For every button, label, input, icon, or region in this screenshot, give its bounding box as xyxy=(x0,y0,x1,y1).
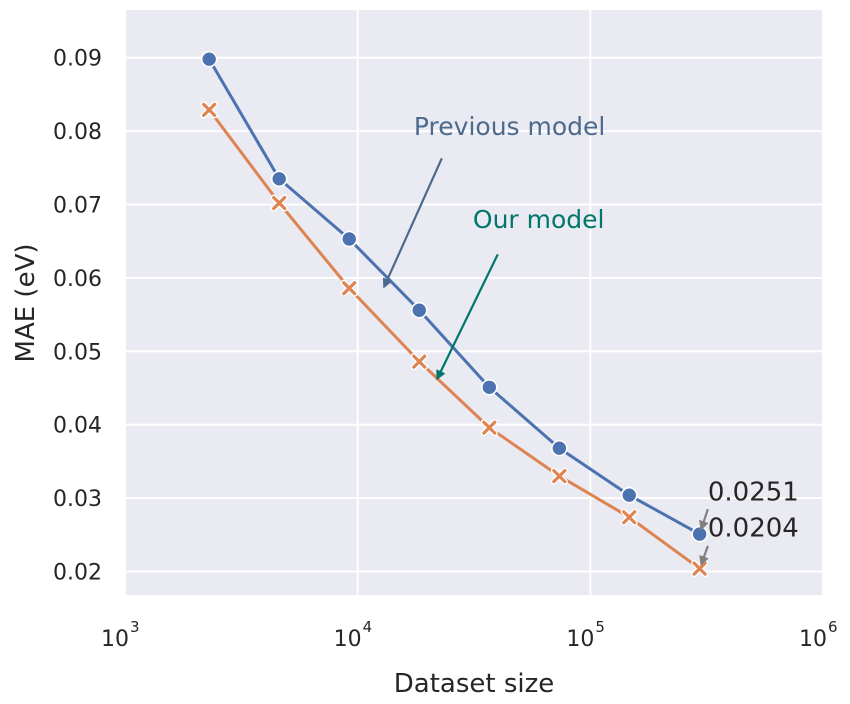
data-point xyxy=(270,170,288,188)
data-point xyxy=(342,281,357,296)
y-tick-label: 0.05 xyxy=(53,340,102,365)
data-point xyxy=(412,354,427,369)
series-annotation: Our model xyxy=(473,205,605,234)
series-annotation: Previous model xyxy=(414,112,605,141)
series-line-previous-model xyxy=(207,58,701,536)
x-tick-label: 10 5 xyxy=(566,618,605,652)
x-tick-base: 10 xyxy=(334,627,362,652)
y-tick-label: 0.03 xyxy=(53,487,102,512)
data-point xyxy=(622,510,637,525)
x-tick-labels: 10 3 10 4 10 5 10 6 xyxy=(101,618,838,652)
data-point xyxy=(551,439,568,457)
x-tick-exponent: 5 xyxy=(595,618,605,636)
y-tick-label: 0.02 xyxy=(53,561,102,586)
annotation-arrow xyxy=(699,508,709,531)
x-axis-label: Dataset size xyxy=(394,669,555,699)
y-tick-label: 0.06 xyxy=(53,267,102,292)
data-point xyxy=(202,102,217,117)
data-point xyxy=(482,420,497,435)
x-tick-label: 10 3 xyxy=(101,618,140,652)
y-tick-label: 0.04 xyxy=(53,414,102,439)
data-point xyxy=(272,195,287,211)
series-our-model xyxy=(200,101,709,578)
annotation-arrow xyxy=(436,253,499,381)
data-point xyxy=(620,486,638,504)
y-tick-label: 0.07 xyxy=(53,194,102,219)
data-point xyxy=(410,301,428,319)
x-tick-label: 10 6 xyxy=(799,618,838,652)
annotation-arrow xyxy=(699,545,709,567)
x-tick-label: 10 4 xyxy=(334,618,373,652)
annotation-arrow xyxy=(382,157,443,289)
y-tick-label: 0.08 xyxy=(53,120,102,145)
x-tick-exponent: 6 xyxy=(828,618,838,636)
y-axis-label: MAE (eV) xyxy=(11,244,41,363)
data-point xyxy=(200,50,218,68)
x-tick-exponent: 3 xyxy=(130,618,140,636)
data-point xyxy=(552,468,567,484)
x-tick-exponent: 4 xyxy=(363,618,373,636)
series-line-our-model xyxy=(208,108,701,570)
x-tick-base: 10 xyxy=(101,627,129,652)
grid-lines xyxy=(124,10,824,595)
data-point xyxy=(340,230,358,248)
value-label: 0.0204 xyxy=(708,513,799,543)
data-point xyxy=(691,525,708,543)
annotations: Previous model Our model 0.0251 0.0204 xyxy=(382,112,799,567)
x-tick-base: 10 xyxy=(566,627,594,652)
y-tick-labels: 0.02 0.03 0.04 0.05 0.06 0.07 0.08 0.09 xyxy=(53,47,102,586)
x-tick-base: 10 xyxy=(799,627,827,652)
y-tick-label: 0.09 xyxy=(53,47,102,72)
value-label: 0.0251 xyxy=(708,477,799,507)
data-point xyxy=(481,378,498,396)
